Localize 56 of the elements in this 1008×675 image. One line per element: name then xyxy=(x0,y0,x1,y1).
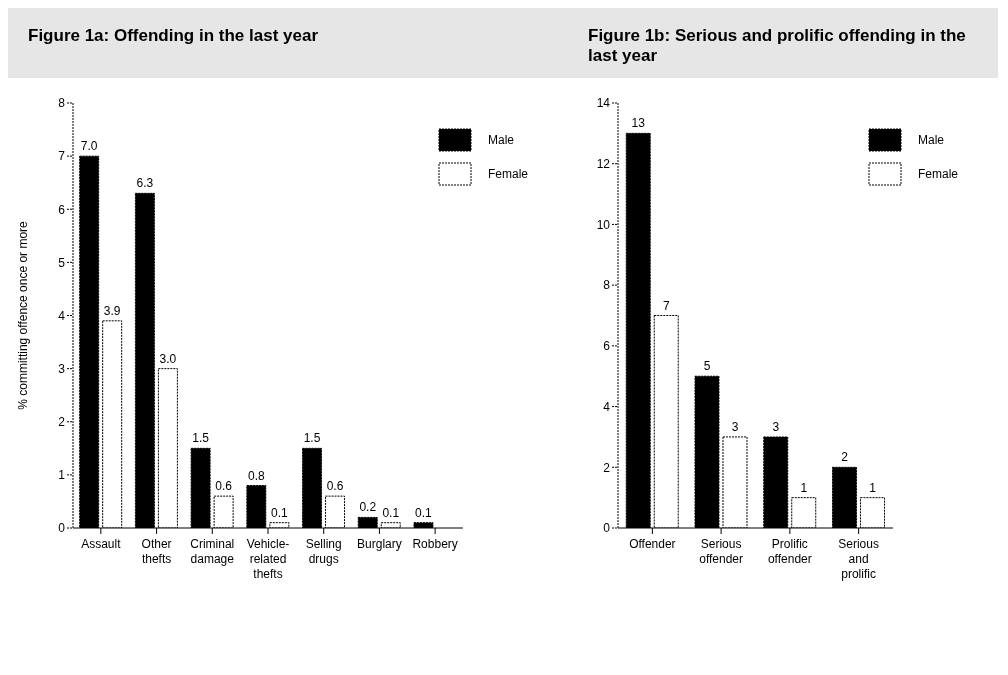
data-label: 13 xyxy=(631,116,646,131)
y-tick-label: 8 xyxy=(603,278,611,293)
data-label: 1 xyxy=(800,480,808,495)
legend-label: Female xyxy=(917,167,958,181)
data-label: 3.9 xyxy=(103,303,121,318)
legend-label: Female xyxy=(487,167,528,181)
data-label: 2 xyxy=(841,450,849,465)
x-tick-label: Offender xyxy=(629,537,676,551)
y-tick-label: 10 xyxy=(596,217,611,232)
data-label: 3 xyxy=(772,419,780,434)
data-label: 7.0 xyxy=(80,139,98,154)
y-tick-label: 1 xyxy=(58,468,66,483)
y-tick-label: 0 xyxy=(58,521,66,536)
chart-title: Figure 1b: Serious and prolific offending in the last year xyxy=(588,26,966,65)
x-tick-label: Robbery xyxy=(412,537,458,551)
x-tick-label: Selling drugs xyxy=(305,537,342,566)
y-tick-label: 12 xyxy=(596,156,611,171)
data-label: 0.1 xyxy=(382,505,400,520)
y-tick-label: 2 xyxy=(58,415,66,430)
data-label: 0.8 xyxy=(247,468,265,483)
data-label: 3.0 xyxy=(159,351,177,366)
legend-label: Male xyxy=(917,133,944,147)
data-label: 6.3 xyxy=(136,176,154,191)
x-tick-label: Other thefts xyxy=(141,537,172,566)
y-tick-label: 3 xyxy=(58,361,66,376)
data-label: 0.6 xyxy=(326,479,344,494)
y-tick-label: 5 xyxy=(58,255,66,270)
data-label: 3 xyxy=(731,419,739,434)
x-tick-label: Serious offender xyxy=(699,537,744,566)
chart-title: Figure 1a: Offending in the last year xyxy=(28,26,318,45)
y-tick-label: 8 xyxy=(58,96,66,111)
legend-label: Male xyxy=(487,133,514,147)
y-tick-label: 4 xyxy=(58,308,66,323)
y-tick-label: 4 xyxy=(603,399,611,414)
data-label: 1.5 xyxy=(303,431,321,446)
y-axis-title: % committing offence once or more xyxy=(16,220,31,410)
x-tick-label: Assault xyxy=(81,537,122,551)
data-label: 1.5 xyxy=(192,431,210,446)
y-tick-label: 7 xyxy=(58,149,66,164)
x-tick-label: Prolific offender xyxy=(767,537,812,566)
x-tick-label: Criminal damage xyxy=(190,537,235,566)
data-label: 0.1 xyxy=(415,505,433,520)
y-tick-label: 14 xyxy=(596,96,611,111)
data-label: 0.2 xyxy=(359,500,377,515)
x-tick-label: Serious and prolific xyxy=(838,537,879,581)
data-label: 1 xyxy=(869,480,877,495)
x-tick-label: Vehicle-related thefts xyxy=(246,537,290,581)
y-tick-label: 2 xyxy=(603,460,611,475)
data-label: 5 xyxy=(703,359,711,374)
y-tick-label: 6 xyxy=(58,202,66,217)
y-tick-label: 0 xyxy=(603,521,611,536)
data-label: 0.6 xyxy=(215,479,233,494)
x-tick-label: Burglary xyxy=(357,537,402,551)
data-label: 7 xyxy=(662,298,670,313)
data-label: 0.1 xyxy=(270,505,288,520)
y-tick-label: 6 xyxy=(603,339,611,354)
